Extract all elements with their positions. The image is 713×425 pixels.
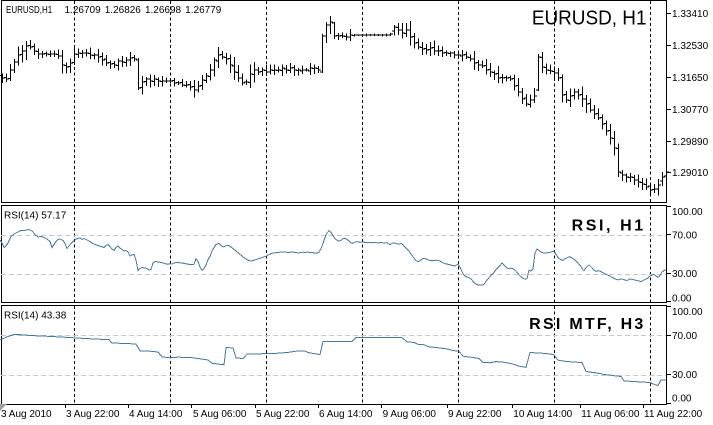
svg-text:0.00: 0.00 [672,394,692,405]
svg-text:1.26709 1.26826 1.26698 1.2677: 1.26709 1.26826 1.26698 1.26779 [65,5,222,16]
svg-text:70.00: 70.00 [672,331,697,342]
svg-text:1.32530: 1.32530 [672,41,709,52]
svg-text:1.29010: 1.29010 [672,168,709,179]
svg-text:6 Aug 14:00: 6 Aug 14:00 [319,409,373,420]
svg-text:30.00: 30.00 [672,370,697,381]
svg-text:RSI(14) 57.17: RSI(14) 57.17 [4,211,67,222]
svg-text:1.30770: 1.30770 [672,105,709,116]
svg-text:3 Aug 2010: 3 Aug 2010 [1,409,52,420]
svg-text:11 Aug 06:00: 11 Aug 06:00 [581,409,640,420]
svg-text:70.00: 70.00 [672,231,697,242]
svg-text:1.33410: 1.33410 [672,9,709,20]
svg-text:10 Aug 14:00: 10 Aug 14:00 [513,409,572,420]
svg-text:1.31650: 1.31650 [672,73,709,84]
svg-text:EURUSD,H1: EURUSD,H1 [6,4,52,15]
svg-text:RSI MTF, H3: RSI MTF, H3 [529,316,645,333]
svg-text:100.00: 100.00 [672,207,703,218]
svg-text:3 Aug 22:00: 3 Aug 22:00 [66,409,120,420]
svg-text:9 Aug 06:00: 9 Aug 06:00 [383,409,437,420]
svg-text:100.00: 100.00 [672,307,703,318]
svg-text:5 Aug 22:00: 5 Aug 22:00 [256,409,310,420]
svg-text:0.00: 0.00 [672,294,692,305]
svg-text:4 Aug 14:00: 4 Aug 14:00 [129,409,183,420]
svg-text:RSI(14) 43.38: RSI(14) 43.38 [4,311,67,322]
svg-text:9 Aug 22:00: 9 Aug 22:00 [448,409,502,420]
svg-text:11 Aug 22:00: 11 Aug 22:00 [644,409,703,420]
svg-text:5 Aug 06:00: 5 Aug 06:00 [193,409,247,420]
svg-text:30.00: 30.00 [672,269,697,280]
svg-text:1.29890: 1.29890 [672,137,709,148]
svg-text:RSI, H1: RSI, H1 [572,218,646,235]
svg-text:EURUSD, H1: EURUSD, H1 [532,7,647,30]
